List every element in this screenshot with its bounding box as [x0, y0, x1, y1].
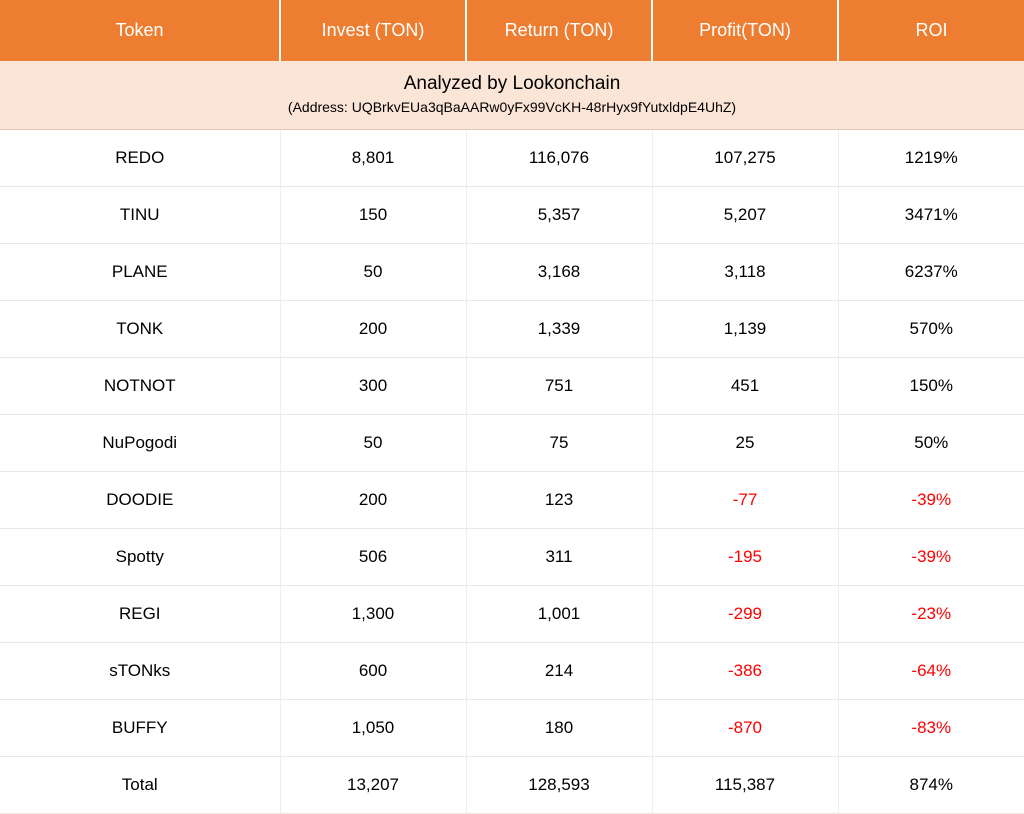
banner-title: Analyzed by Lookonchain: [10, 73, 1014, 95]
col-header-profit: Profit(TON): [652, 0, 838, 61]
table-row: TINU1505,3575,2073471%: [0, 187, 1024, 244]
analysis-banner: Analyzed by Lookonchain (Address: UQBrkv…: [0, 61, 1024, 130]
table-row: DOODIE200123-77-39%: [0, 472, 1024, 529]
cell-invest: 200: [280, 472, 466, 529]
cell-token: DOODIE: [0, 472, 280, 529]
table-row: BUFFY1,050180-870-83%: [0, 700, 1024, 757]
table-row: REGI1,3001,001-299-23%: [0, 586, 1024, 643]
cell-token: REGI: [0, 586, 280, 643]
col-header-invest: Invest (TON): [280, 0, 466, 61]
cell-return: 5,357: [466, 187, 652, 244]
cell-invest: 1,300: [280, 586, 466, 643]
cell-roi: -39%: [838, 472, 1024, 529]
cell-return: 75: [466, 415, 652, 472]
cell-roi: -64%: [838, 643, 1024, 700]
cell-invest: 150: [280, 187, 466, 244]
cell-token: TINU: [0, 187, 280, 244]
cell-return: 1,001: [466, 586, 652, 643]
cell-token: REDO: [0, 130, 280, 187]
analysis-table: Token Invest (TON) Return (TON) Profit(T…: [0, 0, 1024, 814]
cell-profit: 1,139: [652, 301, 838, 358]
cell-profit: -77: [652, 472, 838, 529]
cell-profit: 3,118: [652, 244, 838, 301]
table-row: NuPogodi50752550%: [0, 415, 1024, 472]
cell-profit: 25: [652, 415, 838, 472]
cell-roi: 3471%: [838, 187, 1024, 244]
table-row: NOTNOT300751451150%: [0, 358, 1024, 415]
cell-return: 128,593: [466, 757, 652, 814]
cell-return: 1,339: [466, 301, 652, 358]
cell-profit: 451: [652, 358, 838, 415]
cell-return: 116,076: [466, 130, 652, 187]
col-header-roi: ROI: [838, 0, 1024, 61]
col-header-return: Return (TON): [466, 0, 652, 61]
cell-return: 311: [466, 529, 652, 586]
cell-profit: -870: [652, 700, 838, 757]
cell-profit: -386: [652, 643, 838, 700]
analysis-banner-row: Analyzed by Lookonchain (Address: UQBrkv…: [0, 61, 1024, 130]
cell-roi: -83%: [838, 700, 1024, 757]
cell-token: NOTNOT: [0, 358, 280, 415]
cell-roi: 570%: [838, 301, 1024, 358]
cell-token: Spotty: [0, 529, 280, 586]
cell-invest: 506: [280, 529, 466, 586]
table-row: REDO8,801116,076107,2751219%: [0, 130, 1024, 187]
cell-return: 3,168: [466, 244, 652, 301]
cell-token: TONK: [0, 301, 280, 358]
banner-subtitle: (Address: UQBrkvEUa3qBaAARw0yFx99VcKH-48…: [10, 99, 1014, 115]
cell-roi: 50%: [838, 415, 1024, 472]
table-row: Total13,207128,593115,387874%: [0, 757, 1024, 814]
cell-return: 123: [466, 472, 652, 529]
cell-return: 214: [466, 643, 652, 700]
cell-token: BUFFY: [0, 700, 280, 757]
cell-return: 180: [466, 700, 652, 757]
cell-invest: 300: [280, 358, 466, 415]
cell-profit: 5,207: [652, 187, 838, 244]
table-row: Spotty506311-195-39%: [0, 529, 1024, 586]
cell-profit: 107,275: [652, 130, 838, 187]
cell-roi: 6237%: [838, 244, 1024, 301]
cell-invest: 8,801: [280, 130, 466, 187]
cell-invest: 600: [280, 643, 466, 700]
table-row: PLANE503,1683,1186237%: [0, 244, 1024, 301]
cell-roi: -23%: [838, 586, 1024, 643]
cell-roi: 150%: [838, 358, 1024, 415]
cell-invest: 1,050: [280, 700, 466, 757]
table-row: TONK2001,3391,139570%: [0, 301, 1024, 358]
cell-roi: -39%: [838, 529, 1024, 586]
cell-invest: 50: [280, 244, 466, 301]
cell-profit: 115,387: [652, 757, 838, 814]
table-body: Analyzed by Lookonchain (Address: UQBrkv…: [0, 61, 1024, 814]
cell-token: sTONks: [0, 643, 280, 700]
cell-profit: -299: [652, 586, 838, 643]
cell-invest: 200: [280, 301, 466, 358]
cell-profit: -195: [652, 529, 838, 586]
table-row: sTONks600214-386-64%: [0, 643, 1024, 700]
cell-invest: 13,207: [280, 757, 466, 814]
cell-invest: 50: [280, 415, 466, 472]
table-header-row: Token Invest (TON) Return (TON) Profit(T…: [0, 0, 1024, 61]
col-header-token: Token: [0, 0, 280, 61]
cell-token: PLANE: [0, 244, 280, 301]
cell-roi: 1219%: [838, 130, 1024, 187]
cell-token: NuPogodi: [0, 415, 280, 472]
cell-return: 751: [466, 358, 652, 415]
cell-roi: 874%: [838, 757, 1024, 814]
cell-token: Total: [0, 757, 280, 814]
